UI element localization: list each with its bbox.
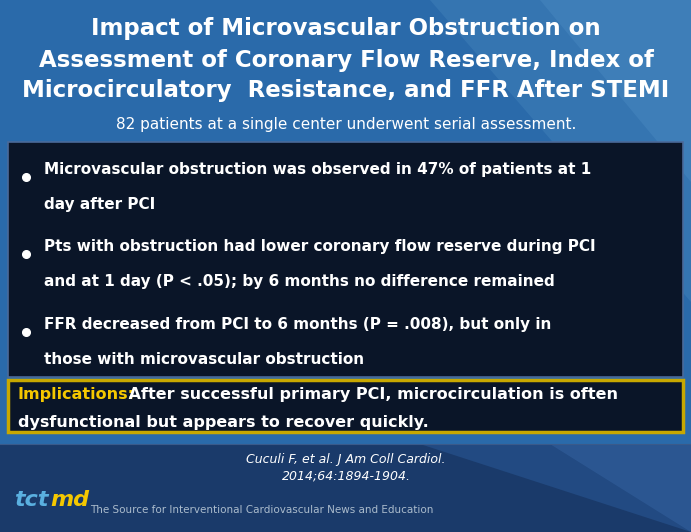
Bar — [0, 444, 691, 532]
Text: md: md — [50, 490, 89, 510]
FancyBboxPatch shape — [8, 142, 683, 377]
Text: tct: tct — [14, 490, 48, 510]
Text: Microvascular obstruction was observed in 47% of patients at 1: Microvascular obstruction was observed i… — [44, 162, 591, 177]
Text: The Source for Interventional Cardiovascular News and Education: The Source for Interventional Cardiovasc… — [90, 505, 433, 515]
Text: Impact of Microvascular Obstruction on: Impact of Microvascular Obstruction on — [91, 18, 600, 40]
Text: day after PCI: day after PCI — [44, 197, 155, 212]
Polygon shape — [430, 0, 691, 302]
Text: those with microvascular obstruction: those with microvascular obstruction — [44, 352, 364, 367]
Text: Pts with obstruction had lower coronary flow reserve during PCI: Pts with obstruction had lower coronary … — [44, 239, 596, 254]
Text: Assessment of Coronary Flow Reserve, Index of: Assessment of Coronary Flow Reserve, Ind… — [39, 48, 654, 71]
Polygon shape — [420, 444, 691, 532]
Text: 82 patients at a single center underwent serial assessment.: 82 patients at a single center underwent… — [116, 117, 576, 131]
Text: Microcirculatory  Resistance, and FFR After STEMI: Microcirculatory Resistance, and FFR Aft… — [22, 79, 670, 103]
Text: dysfunctional but appears to recover quickly.: dysfunctional but appears to recover qui… — [18, 414, 428, 429]
Text: FFR decreased from PCI to 6 months (P = .008), but only in: FFR decreased from PCI to 6 months (P = … — [44, 317, 551, 332]
FancyBboxPatch shape — [8, 380, 683, 432]
Text: 2014;64:1894-1904.: 2014;64:1894-1904. — [281, 470, 410, 483]
Text: After successful primary PCI, microcirculation is often: After successful primary PCI, microcircu… — [123, 387, 618, 403]
Text: and at 1 day (P < .05); by 6 months no difference remained: and at 1 day (P < .05); by 6 months no d… — [44, 274, 555, 289]
Polygon shape — [550, 444, 691, 532]
Text: Implications:: Implications: — [18, 387, 135, 403]
Polygon shape — [540, 0, 691, 182]
Text: Cuculi F, et al. J Am Coll Cardiol.: Cuculi F, et al. J Am Coll Cardiol. — [246, 453, 446, 467]
